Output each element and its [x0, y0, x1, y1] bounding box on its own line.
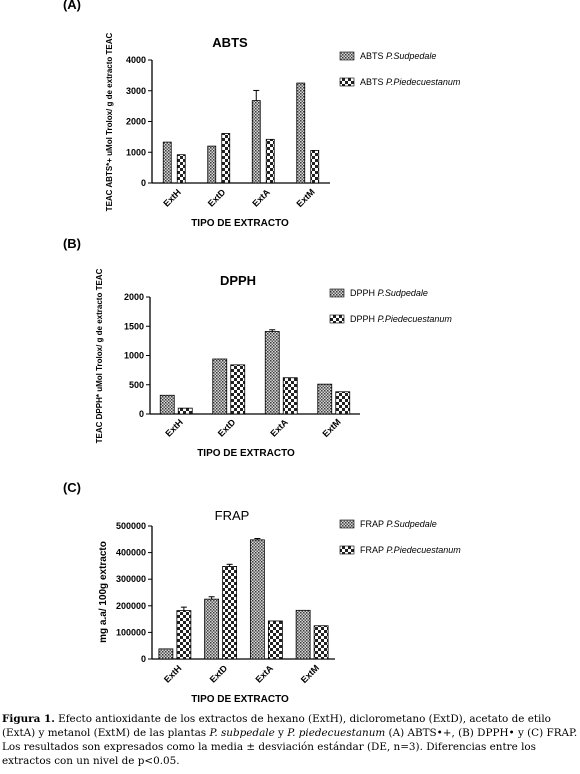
bar-ExtD-series-1 — [207, 145, 217, 184]
y-tick-label: 500 — [129, 380, 144, 390]
chart-title: DPPH — [220, 273, 256, 288]
bar-ExtH-series-1 — [159, 394, 175, 415]
legend-assay: ABTS — [360, 77, 386, 87]
caption-species-1: P. subpedale — [209, 727, 275, 739]
figure-canvas: (A) ABTS 0 1000 2000 3000 4000 ExtH ExtD ExtA ExtM… — [63, 0, 461, 705]
y-tick-label: 400000 — [116, 548, 146, 558]
category-label: ExtH — [163, 417, 185, 439]
legend-species: P.Piedecuestanum — [386, 545, 461, 555]
bar-ExtA-series-1 — [264, 331, 280, 415]
legend-species: P.Piedecuestanum — [386, 77, 461, 87]
y-tick-label: 0 — [139, 409, 144, 419]
legend-species: P.Sudpedale — [386, 51, 436, 61]
y-tick-label: 2000 — [124, 292, 144, 302]
bar-ExtH-series-2 — [176, 154, 186, 184]
caption-label: Figura 1. — [2, 713, 55, 725]
bar-ExtA-series-2 — [265, 138, 275, 184]
legend-entry-1: DPPH P.Sudpedale — [350, 288, 428, 298]
panel-label: (B) — [63, 236, 81, 251]
x-axis-label: TIPO DE EXTRACTO — [197, 448, 295, 459]
category-label: ExtA — [250, 187, 272, 209]
category-label: ExtD — [208, 663, 230, 685]
chart-panel-2: (B) DPPH 0 500 1000 1500 2000 ExtH ExtD ExtA ExtM T… — [63, 236, 452, 459]
bar-ExtH-series-1 — [162, 141, 172, 184]
bar-ExtM-series-2 — [310, 150, 320, 184]
y-tick-label: 2000 — [126, 117, 146, 127]
y-tick-label: 1500 — [124, 321, 144, 331]
category-label: ExtH — [161, 187, 183, 209]
legend-species: P.Sudpedale — [386, 519, 436, 529]
category-label: ExtA — [253, 663, 275, 685]
legend-swatch-2 — [339, 77, 355, 87]
chart-panel-3: (C) FRAP 0 100000 200000 300000 400000 500000 Ex… — [63, 480, 461, 705]
bar-ExtM-series-2 — [313, 625, 329, 660]
legend-entry-1: FRAP P.Sudpedale — [360, 519, 437, 529]
legend-assay: DPPH — [350, 314, 378, 324]
chart-title: ABTS — [212, 35, 248, 50]
legend-swatch-1 — [339, 519, 355, 529]
legend-species: P.Piedecuestanum — [378, 314, 453, 324]
bar-ExtD-series-1 — [212, 358, 228, 415]
bar-ExtH-series-1 — [158, 648, 174, 660]
y-tick-label: 4000 — [126, 55, 146, 65]
legend-assay: FRAP — [360, 519, 386, 529]
y-tick-label: 300000 — [116, 574, 146, 584]
y-tick-label: 0 — [141, 178, 146, 188]
legend-swatch-2 — [339, 545, 355, 555]
legend-entry-1: ABTS P.Sudpedale — [360, 51, 436, 61]
legend-swatch-1 — [329, 288, 345, 298]
y-tick-label: 0 — [141, 654, 146, 664]
caption-text-3: (A) ABTS•+, (B) DPPH• y (C) FRAP. Los re… — [2, 727, 578, 767]
y-tick-label: 200000 — [116, 601, 146, 611]
legend-entry-2: FRAP P.Piedecuestanum — [360, 545, 461, 555]
bar-ExtD-series-2 — [230, 364, 246, 415]
figure-caption: Figura 1. Efecto antioxidante de los ext… — [2, 712, 578, 768]
bar-ExtM-series-1 — [295, 609, 311, 660]
category-label: ExtA — [268, 417, 290, 439]
y-tick-label: 1000 — [126, 147, 146, 157]
category-label: ExtM — [294, 187, 316, 209]
caption-text-1: Efecto antioxidante de los extractos de … — [2, 713, 551, 739]
bar-ExtM-series-2 — [335, 391, 351, 415]
legend-swatch-2 — [329, 314, 345, 324]
category-label: ExtH — [162, 663, 184, 685]
legend-assay: FRAP — [360, 545, 386, 555]
panel-label: (C) — [63, 480, 81, 495]
legend-entry-2: ABTS P.Piedecuestanum — [360, 77, 461, 87]
legend-species: P.Sudpedale — [378, 288, 428, 298]
x-axis-label: TIPO DE EXTRACTO — [191, 694, 289, 705]
bar-ExtA-series-1 — [249, 539, 265, 660]
bar-ExtD-series-1 — [204, 598, 220, 660]
y-tick-label: 1000 — [124, 351, 144, 361]
chart-title: FRAP — [215, 508, 250, 523]
bar-ExtD-series-2 — [222, 566, 238, 660]
legend-entry-2: DPPH P.Piedecuestanum — [350, 314, 452, 324]
panel-label: (A) — [63, 0, 81, 12]
bar-ExtD-series-2 — [221, 133, 231, 184]
category-label: ExtM — [299, 663, 321, 685]
legend-assay: DPPH — [350, 288, 378, 298]
legend-swatch-1 — [339, 51, 355, 61]
bar-ExtM-series-1 — [296, 82, 306, 184]
category-label: ExtD — [206, 187, 228, 209]
chart-panel-1: (A) ABTS 0 1000 2000 3000 4000 ExtH ExtD ExtA ExtM… — [63, 0, 461, 229]
y-tick-label: 3000 — [126, 86, 146, 96]
bar-ExtM-series-1 — [317, 383, 333, 415]
y-axis-label: TEAC DPPH* uMol Trolox/ g de extracto TE… — [95, 268, 104, 443]
bar-ExtH-series-2 — [176, 610, 192, 660]
caption-species-2: P. piedecuestanum — [287, 727, 386, 739]
legend-assay: ABTS — [360, 51, 386, 61]
bar-ExtA-series-1 — [251, 100, 261, 184]
y-tick-label: 500000 — [116, 521, 146, 531]
y-tick-label: 100000 — [116, 627, 146, 637]
x-axis-label: TIPO DE EXTRACTO — [191, 218, 289, 229]
bar-ExtA-series-2 — [282, 377, 298, 415]
bar-ExtH-series-2 — [177, 407, 193, 415]
category-label: ExtD — [216, 417, 238, 439]
category-label: ExtM — [320, 417, 342, 439]
y-axis-label: TEAC ABTS*+ uMol Trolox/ g de extracto T… — [105, 32, 114, 211]
bar-ExtA-series-2 — [267, 620, 283, 660]
caption-text-2: y — [274, 727, 288, 739]
y-axis-label: mg a.a/ 100g extracto — [98, 541, 109, 643]
